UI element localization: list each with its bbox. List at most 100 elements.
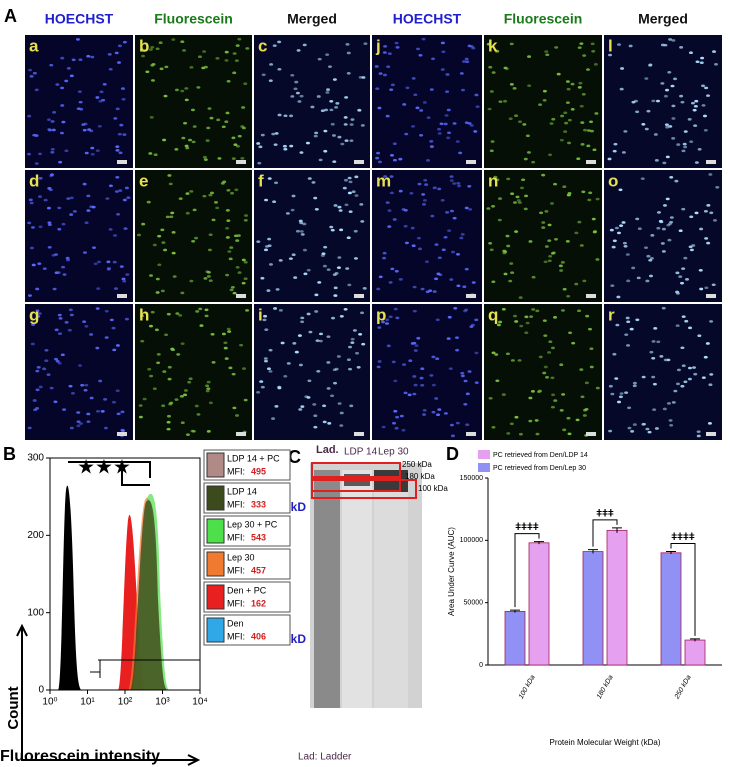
scale-bar bbox=[236, 294, 246, 298]
cell bbox=[527, 84, 532, 88]
cell bbox=[445, 73, 450, 76]
cell bbox=[277, 113, 282, 117]
significance-bracket bbox=[592, 519, 618, 547]
legend-swatch bbox=[206, 452, 225, 478]
legend-mfi-label: MFI: bbox=[227, 631, 245, 641]
cell bbox=[374, 65, 379, 68]
legend-name: Lep 30 bbox=[227, 552, 255, 562]
cell bbox=[52, 111, 57, 114]
cell bbox=[704, 286, 709, 290]
cell bbox=[52, 287, 57, 291]
cell bbox=[34, 88, 39, 92]
cell bbox=[545, 375, 550, 379]
cell bbox=[243, 218, 248, 222]
cell bbox=[446, 108, 451, 112]
cell bbox=[27, 221, 32, 225]
cell bbox=[317, 281, 322, 284]
micrograph-background bbox=[254, 170, 370, 302]
cell bbox=[271, 417, 276, 420]
cell bbox=[126, 196, 131, 200]
cell bbox=[518, 296, 523, 299]
x-tick-label: 10² bbox=[118, 697, 133, 708]
cell bbox=[621, 221, 626, 224]
cell bbox=[688, 245, 693, 249]
cell bbox=[403, 391, 408, 395]
cell bbox=[404, 241, 409, 245]
cell bbox=[337, 256, 342, 259]
cell bbox=[55, 83, 60, 86]
cell bbox=[360, 311, 365, 315]
cell bbox=[268, 348, 273, 352]
cell bbox=[96, 287, 101, 290]
legend-mfi-label: MFI: bbox=[227, 598, 245, 608]
cell bbox=[264, 198, 269, 202]
legend-swatch bbox=[478, 463, 490, 472]
cell bbox=[669, 220, 674, 224]
cell bbox=[180, 291, 185, 295]
cell bbox=[44, 359, 49, 362]
cell bbox=[317, 57, 322, 61]
cell bbox=[350, 118, 355, 121]
cell bbox=[455, 336, 460, 339]
cell bbox=[583, 128, 588, 132]
tile-letter: c bbox=[258, 36, 267, 55]
cell bbox=[174, 148, 179, 151]
gate bbox=[90, 660, 101, 678]
cell bbox=[295, 229, 300, 233]
cell bbox=[293, 276, 298, 279]
cell bbox=[524, 194, 529, 198]
cell bbox=[680, 346, 685, 350]
cell bbox=[376, 151, 381, 155]
cell bbox=[518, 432, 523, 436]
cell bbox=[571, 341, 576, 345]
cell bbox=[58, 160, 63, 164]
cell bbox=[259, 380, 264, 383]
cell bbox=[42, 367, 47, 371]
cell bbox=[256, 142, 261, 145]
cell bbox=[528, 396, 533, 400]
bar bbox=[684, 639, 706, 666]
cell bbox=[354, 175, 359, 179]
cell bbox=[268, 79, 273, 82]
cell bbox=[166, 414, 171, 418]
cell bbox=[175, 312, 180, 315]
cell bbox=[314, 131, 319, 135]
cell bbox=[224, 50, 229, 54]
cell bbox=[580, 121, 585, 124]
cell bbox=[66, 258, 71, 262]
cell bbox=[274, 181, 279, 185]
cell bbox=[92, 246, 97, 249]
cell bbox=[521, 178, 526, 182]
cell bbox=[387, 225, 392, 228]
cell bbox=[64, 149, 69, 153]
cell bbox=[226, 219, 231, 222]
cell bbox=[669, 176, 674, 179]
cell bbox=[550, 376, 555, 380]
cell bbox=[314, 310, 319, 313]
cell bbox=[389, 175, 394, 178]
cell bbox=[111, 326, 116, 330]
cell bbox=[463, 379, 468, 383]
gel-lane bbox=[342, 470, 372, 708]
cell bbox=[681, 149, 686, 153]
cell bbox=[283, 374, 288, 378]
cell bbox=[355, 351, 360, 355]
cell bbox=[689, 215, 694, 219]
cell bbox=[169, 215, 174, 219]
cell bbox=[292, 342, 297, 345]
cell bbox=[100, 410, 105, 413]
cell bbox=[592, 148, 597, 152]
cell bbox=[318, 339, 323, 343]
cell bbox=[314, 293, 319, 297]
cell bbox=[268, 370, 273, 373]
cell bbox=[683, 380, 688, 384]
cell bbox=[475, 105, 480, 108]
cell bbox=[488, 241, 493, 245]
cell bbox=[683, 130, 688, 133]
cell bbox=[622, 241, 627, 245]
cell bbox=[206, 126, 211, 130]
cell bbox=[57, 313, 62, 317]
cell bbox=[419, 376, 424, 380]
cell bbox=[202, 194, 207, 198]
y-tick-label: 300 bbox=[27, 453, 44, 464]
